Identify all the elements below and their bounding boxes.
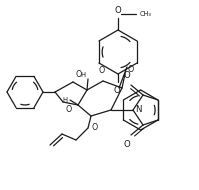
Text: O: O bbox=[92, 123, 98, 131]
Text: O: O bbox=[115, 6, 121, 15]
Text: CH₃: CH₃ bbox=[140, 11, 152, 17]
Text: H: H bbox=[62, 97, 67, 103]
Text: H: H bbox=[80, 72, 85, 78]
Text: O: O bbox=[65, 105, 71, 114]
Text: O: O bbox=[124, 71, 130, 80]
Text: O: O bbox=[76, 70, 82, 79]
Text: N: N bbox=[135, 105, 141, 115]
Text: O: O bbox=[127, 66, 133, 74]
Text: O: O bbox=[124, 140, 130, 149]
Text: O: O bbox=[114, 86, 120, 95]
Text: O: O bbox=[99, 66, 105, 75]
